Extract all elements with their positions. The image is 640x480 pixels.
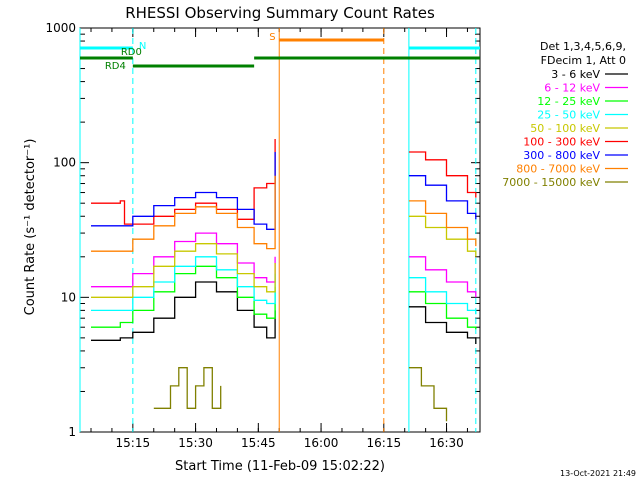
series-line	[91, 281, 477, 344]
x-tick-label: 15:15	[116, 436, 151, 450]
footer-date: 13-Oct-2021 21:49	[560, 469, 636, 478]
state-bar-label: S	[269, 32, 275, 43]
legend-label: 50 - 100 keV	[530, 122, 600, 135]
series-line	[91, 215, 477, 298]
plot-area: 1 10 100 1000 15:15 15:30 15:45 16:00 16:15 16:30…	[45, 21, 481, 450]
legend-label: 300 - 800 keV	[523, 149, 600, 162]
x-tick-label: 16:15	[367, 436, 402, 450]
x-tick-label: 15:30	[178, 436, 213, 450]
series-line	[153, 367, 448, 422]
x-tick-label: 16:00	[304, 436, 339, 450]
series-line	[91, 175, 477, 252]
legend-label: 3 - 6 keV	[551, 68, 600, 81]
x-tick-label: 15:45	[241, 436, 276, 450]
series-line	[91, 139, 477, 225]
y-tick-label: 100	[53, 156, 76, 170]
state-bar-label: N	[139, 41, 146, 52]
state-bar-label: RD0	[121, 47, 142, 58]
y-tick-label: 1000	[45, 21, 76, 35]
legend-header-line1: Det 1,3,4,5,6,9,	[540, 40, 626, 53]
legend-label: 7000 - 15000 keV	[502, 176, 600, 189]
legend-label: 100 - 300 keV	[523, 136, 600, 149]
legend-label: 6 - 12 keV	[544, 82, 600, 95]
plot-frame	[79, 27, 481, 433]
series-line	[91, 256, 477, 315]
y-axis-label: Count Rate (s⁻¹ detector⁻¹)	[23, 139, 38, 316]
legend-header-line2: FDecim 1, Att 0	[541, 54, 626, 67]
legend: Det 1,3,4,5,6,9, FDecim 1, Att 0 3 - 6 k…	[502, 40, 628, 189]
legend-label: 25 - 50 keV	[537, 109, 600, 122]
legend-label: 12 - 25 keV	[537, 95, 600, 108]
x-axis-label: Start Time (11-Feb-09 15:02:22)	[175, 459, 385, 474]
chart-title: RHESSI Observing Summary Count Rates	[125, 4, 435, 22]
x-tick-label: 16:30	[429, 436, 464, 450]
y-tick-label: 1	[68, 425, 76, 439]
y-tick-label: 10	[61, 290, 76, 304]
series-line	[91, 152, 477, 230]
series-line	[91, 232, 477, 298]
state-bar-label: RD4	[105, 61, 126, 72]
legend-label: 800 - 7000 keV	[516, 163, 600, 176]
